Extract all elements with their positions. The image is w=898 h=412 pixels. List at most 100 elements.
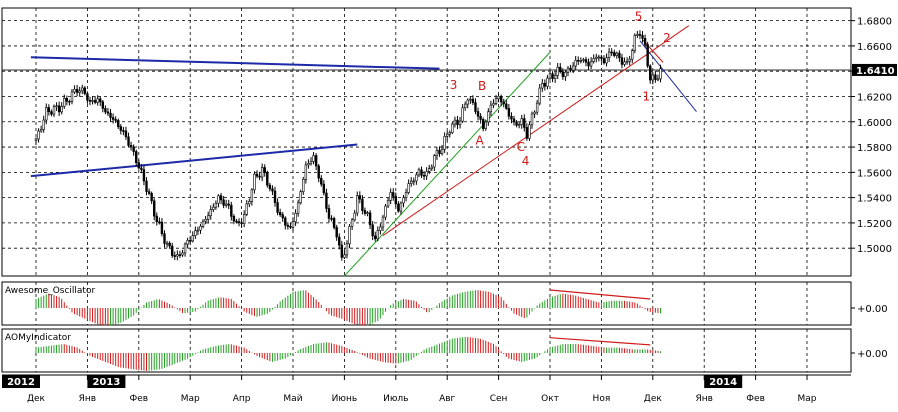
candle-body (646, 44, 649, 67)
candle-body (386, 200, 390, 207)
candle-body (556, 66, 559, 76)
candle-body (127, 136, 130, 146)
candle-body (374, 235, 377, 240)
candle-body (566, 67, 570, 73)
x-month-label: Ноя (593, 394, 611, 404)
x-month-label: Дек (27, 394, 46, 404)
candle-body (42, 119, 45, 130)
candle-body (561, 71, 565, 77)
y-tick-label: 1.5200 (857, 219, 892, 230)
candle-body (99, 98, 102, 103)
trendline-trend_blue (639, 40, 697, 112)
x-month-label: Мар (798, 394, 817, 404)
candle-body (402, 197, 405, 204)
candle-body (168, 242, 171, 247)
year-label: 2014 (709, 377, 737, 388)
candle-body (528, 124, 531, 139)
candle-body (610, 51, 613, 54)
y-tick-label: 1.5400 (857, 194, 892, 205)
candle-body (258, 175, 261, 178)
candle-body (497, 96, 500, 99)
candle-body (320, 177, 323, 185)
candle-body (422, 175, 426, 177)
candle-body (430, 166, 433, 169)
candle-body (327, 208, 331, 219)
current-price-label: 1.6410 (856, 66, 895, 77)
x-month-label: Фев (130, 394, 149, 404)
candle-body (505, 103, 508, 109)
current-price-tag (852, 63, 897, 76)
panel-frame-1 (1, 281, 852, 326)
candle-body (309, 161, 313, 164)
candle-body (155, 215, 158, 223)
y-tick-label: 1.6800 (857, 17, 892, 28)
candle-body (340, 244, 344, 258)
candle-body (250, 189, 254, 202)
year-label-box (2, 375, 40, 388)
candle-body (589, 61, 593, 67)
candle-body (135, 151, 138, 163)
candle-body (381, 216, 385, 228)
oscillator-layer: Awesome_Oscillator AOMyIndicator (5, 286, 662, 371)
candle-body (535, 102, 539, 113)
candle-body (222, 199, 225, 206)
candle-body (189, 240, 192, 242)
candle-body (425, 171, 428, 177)
candle-body (510, 115, 513, 120)
candle-body (181, 252, 184, 256)
candle-body (435, 149, 439, 156)
y-tick-label: 1.5600 (857, 168, 892, 179)
x-month-label: Апр (233, 394, 251, 404)
candle-body (404, 192, 408, 199)
candle-body (235, 220, 238, 223)
candle-body (332, 218, 336, 228)
candle-body (487, 111, 490, 123)
candle-body (458, 120, 462, 126)
candle-body (45, 107, 48, 121)
candle-body (201, 220, 205, 227)
candle-body (117, 120, 120, 127)
candle-body (191, 235, 194, 242)
candle-body (330, 217, 333, 220)
candle-body (124, 130, 128, 138)
candle-body (183, 243, 187, 254)
candle-body (101, 101, 105, 109)
candle-body (232, 216, 236, 222)
candle-body (597, 56, 601, 59)
candle-body (546, 77, 549, 87)
candle-body (548, 73, 552, 79)
wave-label: 5 (635, 10, 643, 24)
candle-body (314, 155, 318, 167)
candle-body (65, 97, 69, 102)
candle-body (623, 61, 626, 65)
candle-body (515, 121, 518, 126)
candle-body (643, 38, 647, 45)
x-month-label: Окт (541, 394, 559, 404)
candle-body (448, 132, 451, 135)
candle-body (150, 193, 153, 202)
x-month-label: Сен (490, 394, 508, 404)
candle-body (559, 66, 562, 73)
candle-body (119, 126, 123, 131)
candle-body (553, 75, 557, 79)
candle-body (440, 148, 444, 154)
candle-body (52, 106, 56, 115)
candle-body (471, 98, 475, 103)
divergence-line (549, 289, 651, 300)
candle-body (415, 174, 418, 182)
y-tick-label: 1.6000 (857, 118, 892, 129)
candle-body (649, 65, 652, 81)
candle-body (507, 108, 511, 117)
candle-body (153, 200, 156, 217)
candle-body (571, 65, 575, 71)
candle-body (350, 219, 354, 227)
candle-body (638, 34, 642, 36)
candle-body (204, 219, 207, 222)
year-label-box (704, 375, 743, 388)
candle-body (397, 203, 400, 212)
candle-body (248, 201, 251, 205)
osc-zero-label: +0.00 (857, 349, 888, 360)
candle-body (376, 230, 380, 240)
candle-body (530, 113, 534, 126)
